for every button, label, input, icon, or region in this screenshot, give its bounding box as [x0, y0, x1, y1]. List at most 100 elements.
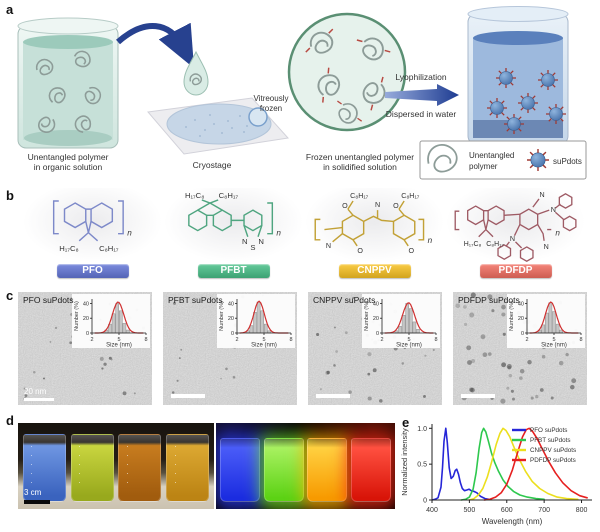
uv-beaker-row	[216, 438, 395, 502]
organic-solution-caption-line2: in organic solution	[34, 162, 103, 172]
polymer-card-pfo: H₁₇C₈ C₈H₁₇ n PFO	[22, 188, 163, 278]
polymer-cards: H₁₇C₈ C₈H₁₇ n PFO H₁₇C₈	[22, 188, 588, 278]
panel-c-tem: c PFO suPdots 0 20 40 2 5 8 Size (nm) Number (%…	[0, 288, 600, 410]
cnppv-cn2: N	[375, 201, 380, 209]
svg-text:0: 0	[231, 331, 234, 337]
size-histogram-inset-cnppv: 0 20 40 2 5 8 Size (nm) Number (%)	[362, 294, 440, 348]
pfbt-structure-drawing: H₁₇C₈ C₈H₁₇ N S N n	[163, 188, 304, 263]
pdfdp-substituent-left: H₁₇C₈	[464, 241, 482, 248]
supdot-icon	[526, 148, 550, 172]
pfbt-pill-label: PFBT	[197, 264, 270, 278]
panel-d-photos: d 3 cm	[0, 410, 396, 532]
panel-b-structures: b H₁₇C₈ C₈H₁₇ n PFO	[0, 182, 600, 288]
svg-text:0: 0	[521, 331, 524, 337]
svg-text:PFBT suPdots: PFBT suPdots	[530, 437, 570, 444]
uv-light-photo	[216, 423, 395, 509]
frozen-solution-circle	[287, 12, 407, 132]
pdfdp-structure-drawing: H₁₇C₈ C₈H₁₇ N N N N n	[445, 188, 586, 263]
cnppv-cn1: N	[326, 242, 331, 250]
pfbt-substituent-right: C₈H₁₇	[219, 191, 239, 200]
size-histogram-pdfdp: 0 20 40 2 5 8 Size (nm) Number (%)	[509, 299, 583, 348]
svg-text:5: 5	[552, 337, 555, 343]
panel-a-legend-box: Unentangled polymer suPdots	[419, 140, 587, 180]
magnifier-circle-icon	[248, 107, 268, 127]
scalebar	[24, 397, 54, 401]
tem-label-pdfdp: PDFDP suPdots	[458, 295, 520, 305]
beaker-pdfdp-fluorescence	[351, 438, 392, 502]
beaker-pfo-fluorescence	[219, 438, 260, 502]
svg-text:Number (%): Number (%)	[509, 301, 515, 331]
panel-e-spectra: e 0 0.5 1.0 400 500 600 700 800 Wavelength (nm) N…	[396, 410, 600, 532]
svg-text:2: 2	[90, 337, 93, 343]
panel-a-schematic: a	[0, 0, 600, 182]
svg-text:8: 8	[434, 337, 437, 343]
beaker-cnppv-fluorescence	[307, 438, 348, 502]
pfo-pill-label: PFO	[56, 264, 129, 278]
tem-image-pfbt: PFBT suPdots 0 20 40 2 5 8 Size (nm) Number (%)	[163, 292, 297, 405]
svg-text:Number (%): Number (%)	[74, 301, 80, 331]
pfbt-atom-n2: N	[258, 237, 264, 246]
svg-text:2: 2	[380, 337, 383, 343]
cnppv-structure-drawing: C₈H₁₇ C₈H₁₇ O O O O N N n	[304, 188, 445, 263]
svg-text:0: 0	[86, 331, 89, 337]
svg-text:400: 400	[426, 507, 438, 514]
svg-text:Size (nm): Size (nm)	[251, 343, 277, 349]
tem-image-pfo: PFO suPdots 0 20 40 2 5 8 Size (nm) Number (%) …	[18, 292, 152, 405]
cnppv-o2: O	[393, 202, 399, 210]
svg-text:5: 5	[117, 337, 120, 343]
size-histogram-cnppv: 0 20 40 2 5 8 Size (nm) Number (%)	[364, 299, 438, 348]
size-histogram-inset-pfo: 0 20 40 2 5 8 Size (nm) Number (%)	[72, 294, 150, 348]
pdfdp-pill-label: PDFDP	[479, 264, 552, 278]
white-light-photo: 3 cm	[18, 423, 214, 509]
svg-text:40: 40	[373, 301, 379, 307]
svg-text:5: 5	[262, 337, 265, 343]
pfo-structure-drawing: H₁₇C₈ C₈H₁₇ n	[22, 188, 163, 263]
svg-text:PFO suPdots: PFO suPdots	[530, 427, 567, 434]
lyophilization-label: Lyophilization	[395, 72, 446, 82]
scalebar	[316, 394, 350, 398]
legend-supdots-label: suPdots	[553, 157, 582, 166]
panel-b-label: b	[6, 188, 14, 203]
cryostage-speckle	[185, 114, 248, 137]
pfbt-atom-s: S	[250, 243, 255, 252]
svg-text:0: 0	[423, 498, 427, 505]
beaker-pfo-solution	[22, 434, 66, 502]
size-histogram-pfo: 0 20 40 2 5 8 Size (nm) Number (%)	[74, 299, 148, 349]
pdfdp-cn-bottom: N	[544, 243, 549, 251]
supdots-water-beaker	[467, 6, 569, 145]
emission-spectra-chart: 0 0.5 1.0 400 500 600 700 800 Wavelength (nm) Nor…	[400, 424, 592, 526]
pfbt-substituent-left: H₁₇C₈	[185, 191, 204, 200]
dispersed-in-water-label: Dispersed in water	[386, 109, 457, 119]
frozen-caption-line2: in solidified solution	[323, 162, 397, 172]
polymer-card-pfbt: H₁₇C₈ C₈H₁₇ N S N n PFBT	[163, 188, 304, 278]
panel-a-illustration: Unentangled polymer in organic solution	[17, 6, 587, 180]
panel-d-label: d	[6, 413, 14, 428]
frozen-caption-line1: Frozen unentangled polymer	[306, 152, 414, 162]
cnppv-octyl-right: C₈H₁₇	[401, 192, 420, 200]
pdfdp-cn-top: N	[539, 191, 544, 199]
svg-text:Size (nm): Size (nm)	[106, 343, 132, 349]
svg-text:Number (%): Number (%)	[219, 301, 225, 331]
pfbt-atom-n1: N	[242, 237, 248, 246]
svg-text:800: 800	[576, 507, 588, 514]
vitreously-frozen-line2: frozen	[260, 104, 282, 113]
svg-text:2: 2	[525, 337, 528, 343]
svg-text:CNPPV suPdots: CNPPV suPdots	[530, 447, 576, 454]
svg-text:0: 0	[376, 331, 379, 337]
svg-text:8: 8	[579, 337, 582, 343]
white-light-beaker-row	[18, 434, 214, 502]
cnppv-o3: O	[357, 247, 363, 255]
tem-label-cnppv: CNPPV suPdots	[313, 295, 376, 305]
svg-text:1.0: 1.0	[417, 426, 427, 433]
size-histogram-inset-pfbt: 0 20 40 2 5 8 Size (nm) Number (%)	[217, 294, 295, 348]
lyophilization-arrow-icon	[385, 84, 459, 106]
svg-text:500: 500	[464, 507, 476, 514]
svg-text:Wavelength (nm): Wavelength (nm)	[482, 517, 543, 526]
tem-label-pfbt: PFBT suPdots	[168, 295, 223, 305]
legend-polymer-label-line1: Unentangled	[469, 151, 514, 160]
tem-image-cnppv: CNPPV suPdots 0 20 40 2 5 8 Size (nm) Number (%…	[308, 292, 442, 405]
pfo-repeat-n: n	[127, 229, 132, 238]
svg-text:20: 20	[228, 316, 234, 322]
photo-scalebar	[24, 500, 50, 504]
droplet-icon	[183, 50, 209, 96]
